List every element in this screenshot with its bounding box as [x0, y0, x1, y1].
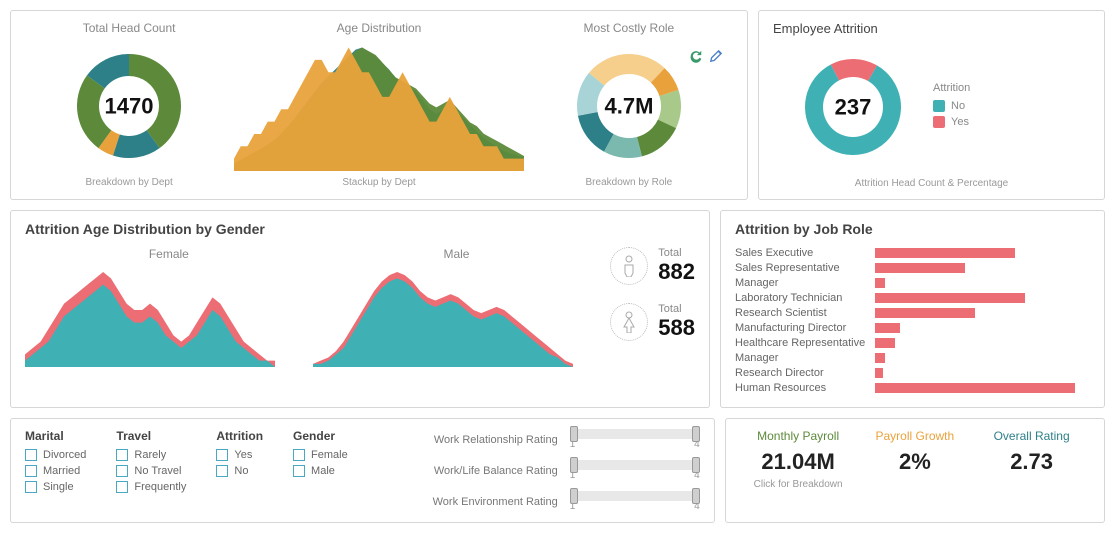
female-label: Female: [25, 247, 313, 261]
male-icon: [610, 247, 648, 285]
male-label: Male: [313, 247, 601, 261]
filter-marital: Marital DivorcedMarriedSingle: [25, 429, 86, 512]
jobrole-row[interactable]: Sales Executive: [735, 247, 1090, 259]
checkbox[interactable]: Yes: [216, 449, 263, 461]
refresh-icon[interactable]: [689, 49, 703, 63]
headcount-donut[interactable]: 1470: [54, 41, 204, 171]
filter-attrition: Attrition YesNo: [216, 429, 263, 512]
genderdist-title: Attrition Age Distribution by Gender: [25, 221, 695, 237]
checkbox[interactable]: Single: [25, 481, 86, 493]
attrition-legend: Attrition NoYes: [933, 82, 970, 132]
costlyrole-panel: Most Costly Role 4.7M Breakdown by Role: [525, 21, 733, 189]
jobrole-panel: Attrition by Job Role Sales Executive Sal…: [720, 210, 1105, 408]
checkbox[interactable]: Married: [25, 465, 86, 477]
slider[interactable]: Work Environment Rating 14: [398, 491, 700, 512]
headcount-panel: Total Head Count 1470 Breakdown by Dept: [25, 21, 233, 189]
attrition-caption: Attrition Head Count & Percentage: [773, 178, 1090, 189]
filter-travel: Travel RarelyNo TravelFrequently: [116, 429, 186, 512]
checkbox[interactable]: Male: [293, 465, 348, 477]
headcount-value: 1470: [105, 94, 154, 119]
costlyrole-title: Most Costly Role: [525, 21, 733, 35]
filter-gender: Gender FemaleMale: [293, 429, 348, 512]
costlyrole-donut[interactable]: 4.7M: [554, 41, 704, 171]
costlyrole-caption: Breakdown by Role: [525, 177, 733, 188]
agedist-panel: Age Distribution Stackup by Dept: [233, 21, 525, 189]
checkbox[interactable]: No: [216, 465, 263, 477]
agedist-title: Age Distribution: [233, 21, 525, 35]
checkbox[interactable]: Female: [293, 449, 348, 461]
jobrole-row[interactable]: Manager: [735, 277, 1090, 289]
checkbox[interactable]: No Travel: [116, 465, 186, 477]
attrition-value: 237: [835, 95, 872, 120]
slider[interactable]: Work Relationship Rating 14: [398, 429, 700, 450]
headcount-title: Total Head Count: [25, 21, 233, 35]
female-total: Total588: [610, 303, 695, 341]
jobrole-row[interactable]: Manager: [735, 352, 1090, 364]
jobrole-row[interactable]: Human Resources: [735, 382, 1090, 394]
checkbox[interactable]: Divorced: [25, 449, 86, 461]
jobrole-row[interactable]: Research Director: [735, 367, 1090, 379]
costlyrole-value: 4.7M: [604, 94, 653, 119]
kpi-payroll[interactable]: Monthly Payroll 21.04M Click for Breakdo…: [740, 429, 857, 490]
checkbox[interactable]: Rarely: [116, 449, 186, 461]
agedist-chart[interactable]: [234, 41, 524, 171]
attrition-panel: Employee Attrition 237 Attrition NoYes A…: [758, 10, 1105, 200]
kpi-growth[interactable]: Payroll Growth 2%: [856, 429, 973, 490]
jobrole-row[interactable]: Healthcare Representative: [735, 337, 1090, 349]
jobrole-row[interactable]: Sales Representative: [735, 262, 1090, 274]
kpi-rating[interactable]: Overall Rating 2.73: [973, 429, 1090, 490]
filters-panel: Marital DivorcedMarriedSingle Travel Rar…: [10, 418, 715, 523]
slider[interactable]: Work/Life Balance Rating 14: [398, 460, 700, 481]
jobrole-title: Attrition by Job Role: [735, 221, 1090, 237]
female-icon: [610, 303, 648, 341]
jobrole-row[interactable]: Manufacturing Director: [735, 322, 1090, 334]
genderdist-panel: Attrition Age Distribution by Gender Fem…: [10, 210, 710, 408]
male-area-chart[interactable]: [313, 267, 573, 367]
jobrole-row[interactable]: Research Scientist: [735, 307, 1090, 319]
kpi-panel: Monthly Payroll 21.04M Click for Breakdo…: [725, 418, 1105, 523]
agedist-caption: Stackup by Dept: [233, 177, 525, 188]
jobrole-row[interactable]: Laboratory Technician: [735, 292, 1090, 304]
edit-icon[interactable]: [709, 49, 723, 63]
attrition-title: Employee Attrition: [773, 21, 1090, 36]
male-total: Total882: [610, 247, 695, 285]
checkbox[interactable]: Frequently: [116, 481, 186, 493]
female-area-chart[interactable]: [25, 267, 275, 367]
headcount-caption: Breakdown by Dept: [25, 177, 233, 188]
attrition-donut[interactable]: 237: [773, 42, 933, 172]
